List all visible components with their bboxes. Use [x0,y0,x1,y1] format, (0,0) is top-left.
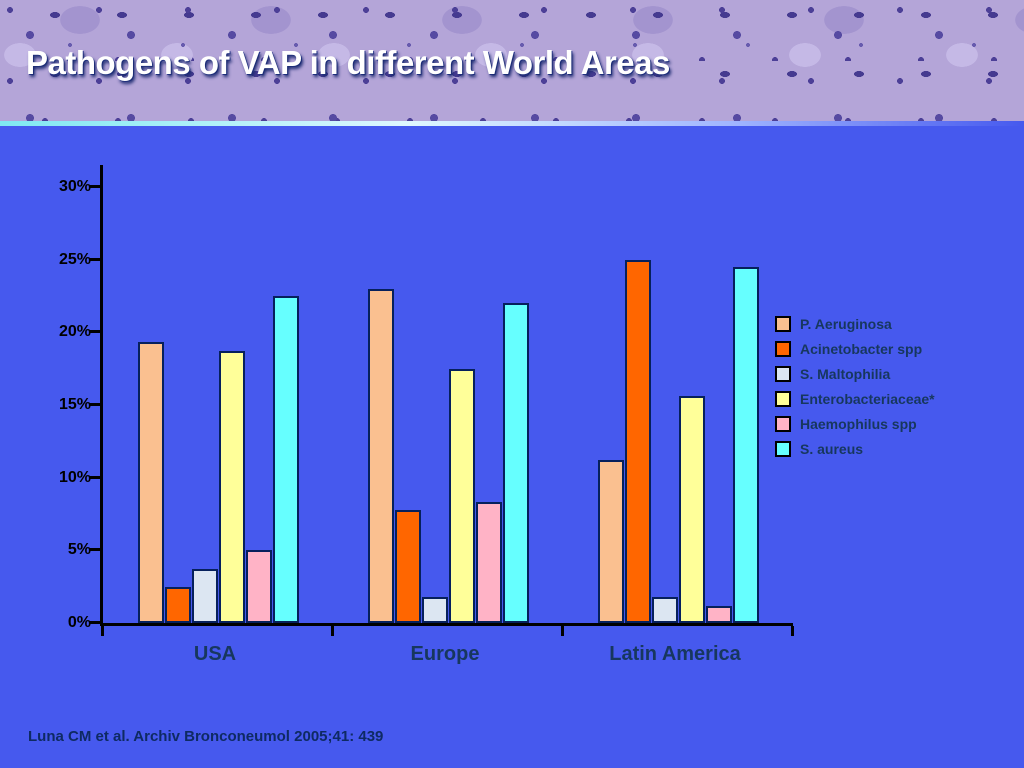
y-axis-tick [90,548,100,552]
x-axis-tick [561,626,564,636]
legend-label-p-aeruginosa: P. Aeruginosa [800,316,892,332]
bar-p-aeruginosa-latin-america [597,460,624,623]
legend-item-haemophilus-spp: Haemophilus spp [775,416,935,432]
bar-groups [103,165,793,623]
y-axis-label: 20% [58,323,91,341]
legend-item-s-aureus: S. aureus [775,441,935,457]
bar-p-aeruginosa-usa [137,342,164,623]
x-axis-category-labels: USA Europe Latin America [100,643,790,666]
bar-acinetobacter-spp-europe [394,509,421,623]
bar-acinetobacter-spp-latin-america [624,259,651,623]
y-axis-label: 5% [67,541,91,559]
x-axis-category-label-europe: Europe [410,643,480,665]
bar-group-europe [333,165,563,623]
y-axis-label: 10% [58,468,91,486]
legend-label-enterobacteriaceae: Enterobacteriaceae* [800,391,935,407]
y-axis-tick [90,621,100,624]
x-axis-tick [101,626,104,636]
legend-swatch-p-aeruginosa [775,316,791,332]
bar-acinetobacter-spp-usa [164,586,191,623]
legend-label-s-maltophilia: S. Maltophilia [800,366,891,382]
bar-chart: 0% 5% 10% 15% 20% 25% 30% USA Europe Latin Ameri… [40,165,800,685]
bar-s-aureus-usa [272,295,299,623]
y-axis-label: 15% [58,395,91,413]
bar-enterobacteriaceae-europe [448,368,475,623]
legend-swatch-haemophilus-spp [775,416,791,432]
legend-swatch-enterobacteriaceae [775,391,791,407]
header-banner-histology-texture: Pathogens of VAP in different World Area… [0,0,1024,121]
y-axis-tick [90,257,100,261]
bar-haemophilus-spp-latin-america [705,605,732,623]
legend-item-p-aeruginosa: P. Aeruginosa [775,316,935,332]
bar-p-aeruginosa-europe [367,288,394,623]
legend-item-acinetobacter-spp: Acinetobacter spp [775,341,935,357]
header-separator-line [0,121,1024,126]
bar-s-aureus-europe [502,303,529,623]
citation: Luna CM et al. Archiv Bronconeumol 2005;… [28,728,384,745]
y-axis-tick [90,475,100,479]
x-axis-tick [330,626,334,636]
bar-s-maltophilia-europe [421,596,448,623]
y-axis-tick [90,330,100,334]
bar-s-aureus-latin-america [732,266,759,623]
bar-group-latin-america [563,165,793,623]
x-axis-tick [791,626,794,636]
y-axis-label: 30% [58,177,91,195]
bar-enterobacteriaceae-latin-america [678,396,705,623]
legend-swatch-s-maltophilia [775,366,791,382]
legend-label-haemophilus-spp: Haemophilus spp [800,416,917,432]
bar-haemophilus-spp-europe [475,502,502,623]
legend-label-s-aureus: S. aureus [800,441,864,457]
y-axis-label: 25% [58,250,91,268]
chart-plot-area: 0% 5% 10% 15% 20% 25% 30% [59,165,794,636]
y-axis-tick [90,402,100,406]
x-axis-category-label-usa: USA [193,643,237,665]
legend-item-s-maltophilia: S. Maltophilia [775,366,935,382]
legend-label-acinetobacter-spp: Acinetobacter spp [800,341,923,357]
legend-swatch-s-aureus [775,441,791,457]
bar-haemophilus-spp-usa [245,550,272,623]
bar-s-maltophilia-latin-america [651,596,678,623]
bar-enterobacteriaceae-usa [218,351,245,623]
x-axis-category-label-latin-america: Latin America [609,643,741,665]
bar-group-usa [103,165,333,623]
y-axis-label: 0% [67,614,91,631]
y-axis-tick [90,184,100,188]
legend-item-enterobacteriaceae: Enterobacteriaceae* [775,391,935,407]
legend-swatch-acinetobacter-spp [775,341,791,357]
slide-title: Pathogens of VAP in different World Area… [26,44,670,81]
bar-s-maltophilia-usa [191,569,218,623]
chart-legend: P. Aeruginosa Acinetobacter spp S. Maltoph… [775,316,935,457]
